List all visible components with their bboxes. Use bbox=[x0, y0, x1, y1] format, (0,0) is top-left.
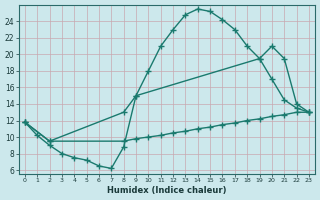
X-axis label: Humidex (Indice chaleur): Humidex (Indice chaleur) bbox=[107, 186, 227, 195]
